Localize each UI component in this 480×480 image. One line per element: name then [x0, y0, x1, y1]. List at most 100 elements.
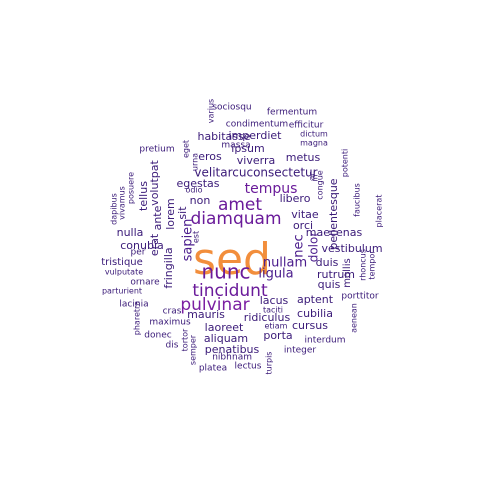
word-laoreet: laoreet: [205, 321, 244, 334]
word-aptent: aptent: [297, 293, 334, 306]
word-odio: odio: [185, 186, 202, 195]
word-ac: ac: [308, 171, 317, 180]
word-mauris: mauris: [187, 308, 225, 321]
word-magna: magna: [300, 139, 328, 148]
word-vivamus: vivamus: [118, 186, 127, 220]
word-potenti: potenti: [341, 149, 350, 177]
word-massa: massa: [221, 141, 250, 151]
word-tellus: tellus: [137, 181, 150, 211]
word-tempor: tempor: [368, 250, 377, 280]
word-imperdiet: imperdiet: [229, 129, 283, 142]
word-pretium: pretium: [139, 145, 174, 155]
word-metus: metus: [286, 151, 321, 164]
word-tincidunt: tincidunt: [192, 281, 268, 301]
word-lectus: lectus: [235, 362, 262, 372]
word-amet: amet: [218, 195, 262, 215]
word-quis: quis: [318, 278, 341, 291]
word-sociosqu: sociosqu: [212, 103, 251, 113]
word-lorem: lorem: [164, 198, 177, 230]
word-placerat: placerat: [375, 195, 384, 228]
word-condimentum: condimentum: [226, 120, 288, 130]
word-rutrum: rutrum: [317, 268, 355, 281]
word-nunc: nunc: [201, 260, 250, 284]
word-pellentesque: pellentesque: [327, 178, 340, 249]
word-maximus: maximus: [149, 318, 191, 328]
word-eget: eget: [182, 140, 191, 158]
word-urna: urna: [191, 153, 200, 171]
word-maecenas: maecenas: [306, 226, 363, 239]
word-tristique: tristique: [101, 257, 143, 268]
word-platea: platea: [199, 364, 227, 374]
word-vestibulum: vestibulum: [321, 242, 382, 255]
word-sit: sit: [176, 206, 189, 220]
word-turpis: turpis: [265, 352, 274, 375]
word-sapien: sapien: [181, 219, 196, 262]
word-mollis: mollis: [342, 258, 353, 287]
word-ligula: ligula: [258, 267, 293, 282]
word-efficitur: efficitur: [289, 121, 324, 131]
word-sed: sed: [193, 234, 271, 285]
word-est: est: [192, 231, 201, 243]
word-cras: cras: [163, 307, 182, 317]
word-penatibus: penatibus: [205, 343, 260, 356]
word-libero: libero: [280, 192, 311, 205]
word-dis: dis: [166, 341, 179, 351]
word-taciti: taciti: [263, 306, 283, 315]
word-diamquam: diamquam: [190, 209, 281, 229]
word-fermentum: fermentum: [267, 108, 317, 118]
word-lacus: lacus: [260, 294, 289, 307]
word-nec: nec: [292, 234, 307, 257]
word-tempus: tempus: [245, 181, 298, 197]
word-integer: integer: [284, 346, 317, 356]
word-orci: orci: [293, 219, 313, 232]
word-lacinia: lacinia: [119, 300, 148, 310]
word-duis: duis: [316, 256, 339, 269]
word-cursus: cursus: [292, 319, 328, 332]
word-vitae: vitae: [291, 208, 319, 221]
word-nibh: nibh: [212, 353, 232, 363]
word-vulputate: vulputate: [105, 268, 143, 277]
word-parturient: parturient: [102, 287, 142, 296]
word-erat: erat: [148, 233, 161, 256]
word-interdum: interdum: [305, 336, 346, 346]
word-varius: varius: [207, 99, 216, 123]
word-ornare: ornare: [130, 278, 160, 288]
word-ante: ante: [151, 205, 164, 230]
word-rhoncus: rhoncus: [359, 249, 368, 281]
word-non: non: [190, 194, 211, 207]
word-nullam: nullam: [263, 256, 307, 271]
word-egestas: egestas: [176, 177, 219, 190]
word-conubia: conubia: [120, 239, 164, 252]
word-dapibus: dapibus: [110, 193, 119, 225]
word-etiam: etiam: [265, 322, 288, 331]
word-pharetra: pharetra: [133, 301, 142, 336]
word-cubilia: cubilia: [297, 307, 333, 320]
word-volutpat: volutpat: [148, 160, 161, 206]
word-posuere: posuere: [127, 172, 136, 204]
word-semper: semper: [189, 334, 198, 365]
word-tortor: tortor: [181, 328, 190, 351]
word-porttitor: porttitor: [341, 292, 379, 302]
word-aliquam: aliquam: [204, 332, 248, 345]
word-velitarcuconsectetur: velitarcuconsectetur: [194, 166, 317, 180]
word-faucibus: faucibus: [353, 183, 362, 217]
word-dolor: dolor: [307, 232, 321, 263]
word-porta: porta: [263, 329, 292, 342]
word-dictum: dictum: [300, 130, 328, 139]
word-congue: congue: [316, 170, 325, 200]
word-ipsum: ipsum: [231, 142, 264, 155]
word-pulvinar: pulvinar: [180, 295, 249, 315]
word-in: in: [311, 174, 320, 181]
word-per: per: [131, 248, 146, 258]
word-viverra: viverra: [237, 154, 275, 167]
word-habitasse: habitasse: [197, 130, 250, 143]
word-aenean: aenean: [350, 303, 359, 333]
word-fringilla: fringilla: [162, 247, 175, 288]
word-donec: donec: [144, 331, 171, 341]
word-nam: nam: [232, 353, 252, 363]
word-eros: eros: [198, 150, 222, 163]
word-nulla: nulla: [117, 226, 144, 239]
